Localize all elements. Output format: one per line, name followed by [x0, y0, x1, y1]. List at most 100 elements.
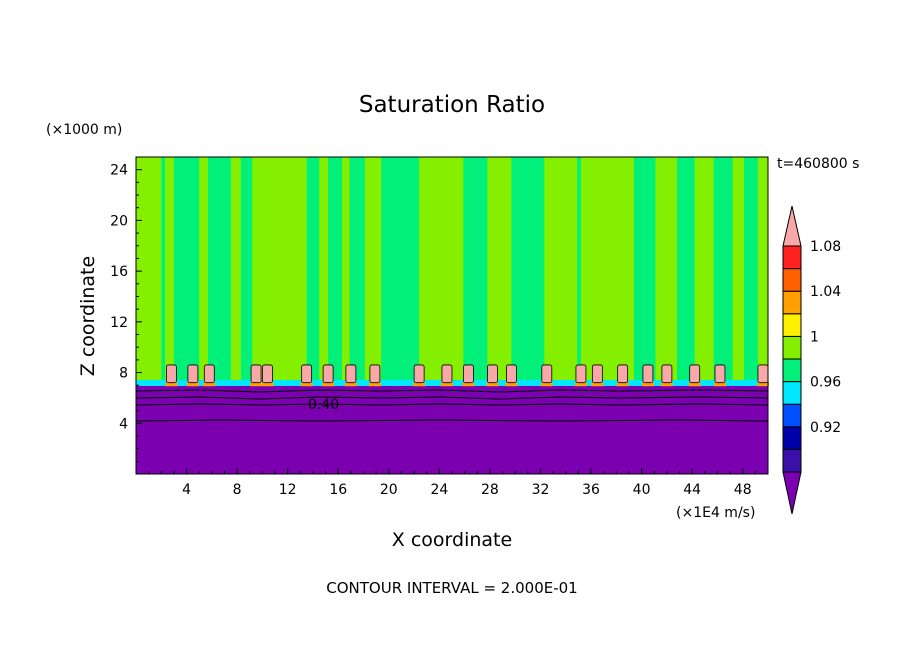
contour-line	[135, 419, 769, 422]
colorbar-label: 0.96	[810, 375, 841, 391]
y-axis: 4 8 12 16 20 24	[110, 163, 142, 462]
green-column	[230, 157, 241, 386]
supersaturated-cell	[262, 364, 273, 384]
supersaturated-cell	[661, 364, 673, 384]
green-column	[252, 157, 307, 386]
y-tick-label: 24	[110, 163, 128, 179]
contour-label: 0.40	[308, 397, 339, 413]
supersaturated-cell	[301, 364, 313, 384]
green-column	[580, 157, 635, 386]
x-tick-label: 28	[481, 482, 499, 498]
x-tick-label: 48	[734, 482, 752, 498]
colorbar-segment	[782, 335, 802, 360]
colorbar-lower-arrow	[782, 471, 802, 515]
y-tick-label: 4	[119, 416, 128, 432]
green-column	[694, 157, 714, 386]
cell-rim	[250, 382, 263, 387]
contour-line	[135, 389, 769, 393]
x-tick-label: 24	[430, 482, 448, 498]
cell-rim	[462, 382, 475, 387]
green-column	[199, 157, 209, 386]
supersaturated-cell	[165, 364, 177, 384]
colorbar-upper-arrow	[782, 205, 802, 247]
green-column	[419, 157, 464, 386]
supersaturated-cell	[506, 364, 517, 384]
cell-rim	[165, 382, 178, 387]
lower-layer	[136, 385, 768, 474]
y-tick-label: 12	[110, 315, 128, 331]
contour-interval-footer: CONTOUR INTERVAL = 2.000E-01	[326, 579, 577, 597]
cell-rim	[756, 382, 769, 387]
cell-rim	[616, 382, 629, 387]
supersaturated-cell	[203, 364, 215, 384]
supersaturated-cell	[591, 364, 603, 384]
cell-rim	[203, 382, 216, 387]
supersaturated-cell	[441, 364, 453, 384]
colorbar-segment	[782, 245, 802, 270]
colorbar-label: 1	[810, 329, 819, 345]
supersaturated-cell	[322, 364, 334, 384]
x-tick-label: 40	[633, 482, 651, 498]
green-column	[342, 157, 350, 386]
cell-rim	[713, 382, 726, 387]
supersaturated-cell	[463, 364, 474, 384]
green-column	[655, 157, 677, 386]
colorbar-label: 1.04	[810, 284, 841, 300]
cell-rim	[300, 382, 313, 387]
y-tick-label: 16	[110, 264, 128, 280]
green-column	[319, 157, 329, 386]
colorbar-segment	[782, 381, 802, 405]
colorbar-segment	[782, 268, 802, 292]
x-unit-label: (×1E4 m/s)	[676, 505, 755, 521]
cell-rim	[591, 382, 604, 387]
green-column	[487, 157, 512, 386]
cell-rim	[540, 382, 553, 387]
supersaturated-cell	[757, 364, 769, 384]
chart-title: Saturation Ratio	[359, 92, 545, 118]
x-tick-label: 32	[532, 482, 550, 498]
supersaturated-cell	[617, 364, 629, 384]
cell-rim	[505, 382, 518, 387]
y-tick-label: 20	[110, 213, 128, 229]
contour-line	[135, 396, 769, 400]
supersaturated-cell	[413, 364, 425, 384]
cell-rim	[322, 382, 335, 387]
green-column	[165, 157, 174, 386]
x-axis-label: X coordinate	[392, 529, 512, 551]
colorbar-label: 1.08	[810, 239, 841, 255]
supersaturated-cell	[369, 364, 381, 384]
supersaturated-cell	[642, 364, 654, 384]
colorbar-segment	[782, 426, 802, 450]
x-tick-label: 20	[380, 482, 398, 498]
supersaturated-cell	[250, 364, 262, 384]
cell-rim	[261, 382, 274, 387]
time-label: t=460800 s	[777, 156, 859, 172]
cell-rim	[574, 382, 587, 387]
green-columns	[136, 157, 768, 386]
x-tick-label: 12	[279, 482, 297, 498]
cell-rim	[440, 382, 453, 387]
colorbar-segment	[782, 290, 802, 315]
plot-area: 0.40	[135, 156, 769, 475]
supersaturated-cell	[345, 364, 357, 384]
cell-rim	[344, 382, 357, 387]
green-column	[757, 157, 768, 386]
x-tick-label: 44	[683, 482, 701, 498]
x-axis: 4 8 12 16 20 24 28 32 36 40 44 48	[148, 468, 756, 498]
green-column	[544, 157, 578, 386]
supersaturated-cell	[714, 364, 726, 384]
y-unit-label: (×1000 m)	[46, 122, 122, 138]
x-tick-label: 16	[329, 482, 347, 498]
colorbar-segment	[782, 358, 802, 383]
contour-lines	[135, 389, 769, 422]
y-tick-label: 8	[119, 366, 128, 382]
supersaturated-cell	[187, 364, 199, 384]
green-column	[732, 157, 744, 386]
colorbar-segment	[782, 448, 802, 473]
colorbar: 0.92 0.96 1 1.04 1.08	[782, 205, 841, 515]
supersaturated-cell	[689, 364, 701, 384]
x-tick-label: 4	[182, 482, 191, 498]
colorbar-label: 0.92	[810, 420, 841, 436]
colorbar-segment	[782, 403, 802, 428]
